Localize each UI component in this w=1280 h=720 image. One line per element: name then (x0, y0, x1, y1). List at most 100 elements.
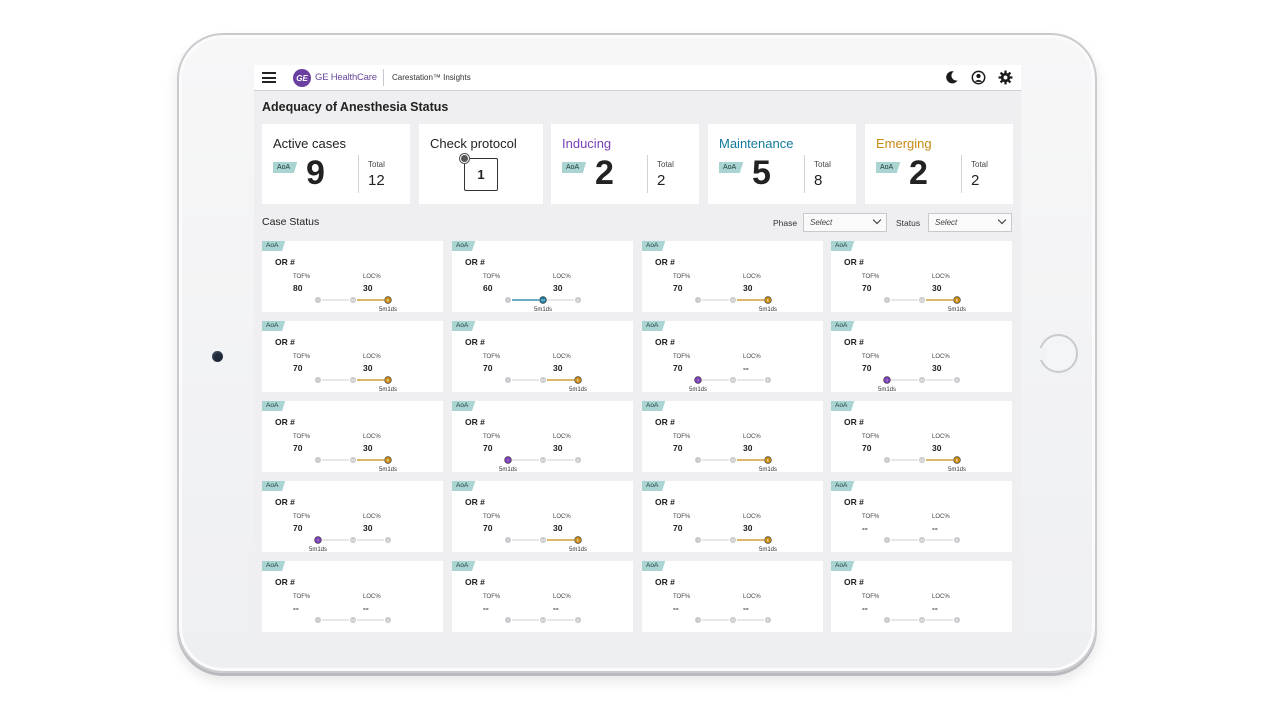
card-title: Emerging (876, 136, 932, 151)
emerging-card[interactable]: Emerging AoA 2 Total 2 (865, 124, 1013, 204)
case-card[interactable]: AoA OR # TOF% LOC% 70 30 I M E 5m1ds (831, 321, 1012, 392)
case-card[interactable]: AoA OR # TOF% LOC% 70 30 I M E 5m1ds (262, 321, 443, 392)
inducing-card[interactable]: Inducing AoA 2 Total 2 (551, 124, 699, 204)
total-label: Total (368, 160, 385, 169)
svg-text:E: E (577, 378, 580, 383)
home-button[interactable] (1037, 334, 1078, 373)
case-card[interactable]: AoA OR # TOF% LOC% 70 30 I M E 5m1ds (831, 241, 1012, 312)
or-number: OR # (465, 417, 485, 427)
phase-filter-label: Phase (773, 218, 798, 228)
aoa-tag: AoA (452, 241, 476, 251)
aoa-tag: AoA (831, 401, 855, 411)
card-title: Maintenance (719, 136, 794, 151)
loc-value: -- (932, 603, 938, 613)
case-card[interactable]: AoA OR # TOF% LOC% 70 30 I M E 5m1ds (452, 481, 633, 552)
active-cases-card[interactable]: Active cases AoA 9 Total 12 (262, 124, 410, 204)
phase-duration: 5m1ds (878, 387, 897, 392)
loc-value: 30 (363, 283, 373, 293)
tof-label: TOF% (483, 354, 501, 360)
or-number: OR # (275, 417, 295, 427)
case-card[interactable]: AoA OR # TOF% LOC% 70 30 I M E 5m1ds (452, 401, 633, 472)
status-filter-label: Status (896, 218, 921, 228)
moon-icon[interactable] (944, 70, 959, 85)
case-card[interactable]: AoA OR # TOF% LOC% -- -- I M E (262, 561, 443, 632)
phase-node-i: I (695, 457, 701, 463)
tof-value: 70 (293, 363, 303, 373)
case-card[interactable]: AoA OR # TOF% LOC% 70 30 I M E 5m1ds (262, 401, 443, 472)
svg-text:I: I (507, 458, 508, 463)
loc-label: LOC% (363, 514, 381, 520)
case-card[interactable]: AoA OR # TOF% LOC% 70 30 I M E 5m1ds (452, 321, 633, 392)
case-card[interactable]: AoA OR # TOF% LOC% -- -- I M E (831, 481, 1012, 552)
menu-icon[interactable] (262, 72, 276, 83)
phase-node-i: I (695, 537, 701, 543)
phase-node-i: I (884, 537, 890, 543)
loc-label: LOC% (743, 594, 761, 600)
case-card[interactable]: AoA OR # TOF% LOC% 70 30 I M E 5m1ds (642, 481, 823, 552)
gear-icon[interactable] (998, 70, 1013, 85)
case-card[interactable]: AoA OR # TOF% LOC% 70 30 I M E 5m1ds (831, 401, 1012, 472)
phase-duration: 5m1ds (379, 307, 398, 312)
phase-node-i: I (505, 377, 511, 383)
phase-select-value: Select (810, 218, 833, 227)
aoa-tag: AoA (831, 481, 855, 491)
case-card[interactable]: AoA OR # TOF% LOC% 80 30 I M E 5m1ds (262, 241, 443, 312)
or-number: OR # (465, 257, 485, 267)
svg-text:I: I (507, 538, 508, 543)
user-icon[interactable] (971, 70, 986, 85)
protocol-count: 1 (464, 158, 498, 191)
case-card[interactable]: AoA OR # TOF% LOC% 70 30 I M E 5m1ds (642, 401, 823, 472)
aoa-tag: AoA (642, 561, 666, 571)
loc-value: 30 (363, 363, 373, 373)
phase-node-i: I (505, 297, 511, 303)
case-card[interactable]: AoA OR # TOF% LOC% 70 30 I M E 5m1ds (262, 481, 443, 552)
phase-duration: 5m1ds (759, 307, 778, 312)
case-card[interactable]: AoA OR # TOF% LOC% -- -- I M E (452, 561, 633, 632)
loc-value: 30 (553, 443, 563, 453)
loc-label: LOC% (932, 274, 950, 280)
phase-node-i: I (884, 297, 890, 303)
check-protocol-card[interactable]: Check protocol 1 (419, 124, 543, 204)
maintenance-card[interactable]: Maintenance AoA 5 Total 8 (708, 124, 856, 204)
phase-node-e: E (953, 296, 961, 304)
loc-value: -- (743, 363, 749, 373)
case-card[interactable]: AoA OR # TOF% LOC% 60 30 I M E 5m1ds (452, 241, 633, 312)
phase-node-m: M (540, 457, 546, 463)
svg-text:E: E (387, 458, 390, 463)
case-card[interactable]: AoA OR # TOF% LOC% 70 30 I M E 5m1ds (642, 241, 823, 312)
status-select[interactable]: Select (928, 213, 1012, 232)
or-number: OR # (844, 497, 864, 507)
svg-text:I: I (317, 458, 318, 463)
svg-text:E: E (956, 618, 959, 623)
svg-text:M: M (351, 538, 354, 543)
case-card[interactable]: AoA OR # TOF% LOC% -- -- I M E (831, 561, 1012, 632)
loc-value: 30 (932, 363, 942, 373)
tof-label: TOF% (862, 594, 880, 600)
svg-text:M: M (351, 458, 354, 463)
phase-node-i: I (695, 617, 701, 623)
aoa-tag: AoA (831, 561, 855, 571)
tof-label: TOF% (862, 514, 880, 520)
svg-text:E: E (767, 458, 770, 463)
svg-text:E: E (577, 618, 580, 623)
status-select-value: Select (935, 218, 958, 227)
phase-node-i: I (694, 376, 702, 384)
aoa-tag: AoA (262, 241, 286, 251)
or-number: OR # (465, 497, 485, 507)
svg-text:E: E (956, 538, 959, 543)
svg-text:I: I (886, 378, 887, 383)
active-cases-count: 9 (306, 154, 325, 192)
phase-select[interactable]: Select (803, 213, 887, 232)
or-number: OR # (275, 337, 295, 347)
svg-text:E: E (577, 538, 580, 543)
maintenance-count: 5 (752, 154, 771, 192)
case-card[interactable]: AoA OR # TOF% LOC% 70 -- I M E 5m1ds (642, 321, 823, 392)
phase-node-m: M (919, 297, 925, 303)
case-card[interactable]: AoA OR # TOF% LOC% -- -- I M E (642, 561, 823, 632)
phase-node-i: I (315, 617, 321, 623)
